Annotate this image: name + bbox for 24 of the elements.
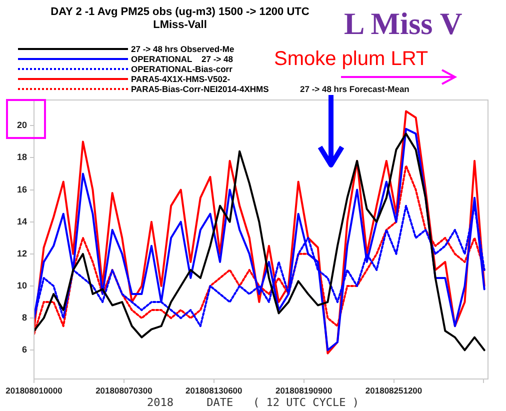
y-tick-label: 12 (16, 248, 27, 258)
y-tick-label: 6 (22, 344, 27, 355)
x-tick-label: 201808130600 (186, 385, 243, 396)
chart-subtitle: LMiss-Vall (153, 19, 207, 31)
y-tick-label: 18 (16, 152, 27, 162)
y-tick-label: 8 (22, 312, 27, 323)
chart-title: DAY 2 -1 Avg PM25 obs (ug-m3) 1500 -> 1200 UTC (50, 6, 310, 18)
legend-label: OPERATIONAL-Bias-corr (131, 64, 232, 74)
legend-label: PARA5-Bias-Corr-NEI2014-4XHMS (131, 84, 269, 94)
y-tick-label: 10 (16, 280, 27, 290)
legend-label: OPERATIONAL 27 -> 48 (131, 54, 233, 64)
y-tick-label: 14 (16, 216, 27, 226)
text: L Miss V (344, 6, 462, 41)
x-tick-label: 201808251200 (365, 385, 422, 396)
x-tick-label: 201808190900 (275, 385, 332, 396)
legend-label: 27 -> 48 hrs Observed-Me (131, 44, 234, 54)
text: Smoke plum LRT (274, 48, 428, 70)
x-axis-title: 2018 DATE ( 12 UTC CYCLE ) (146, 396, 360, 409)
y-tick-label: 16 (16, 184, 27, 194)
x-tick-label: 201808070300 (96, 385, 153, 396)
legend-label: PARA5-4X1X-HMS-V502- (131, 74, 230, 84)
y-tick-label: 20 (16, 120, 27, 130)
text: 27 -> 48 hrs Forecast-Mean (300, 84, 410, 94)
x-tick-label: 201808010000 (6, 385, 63, 396)
